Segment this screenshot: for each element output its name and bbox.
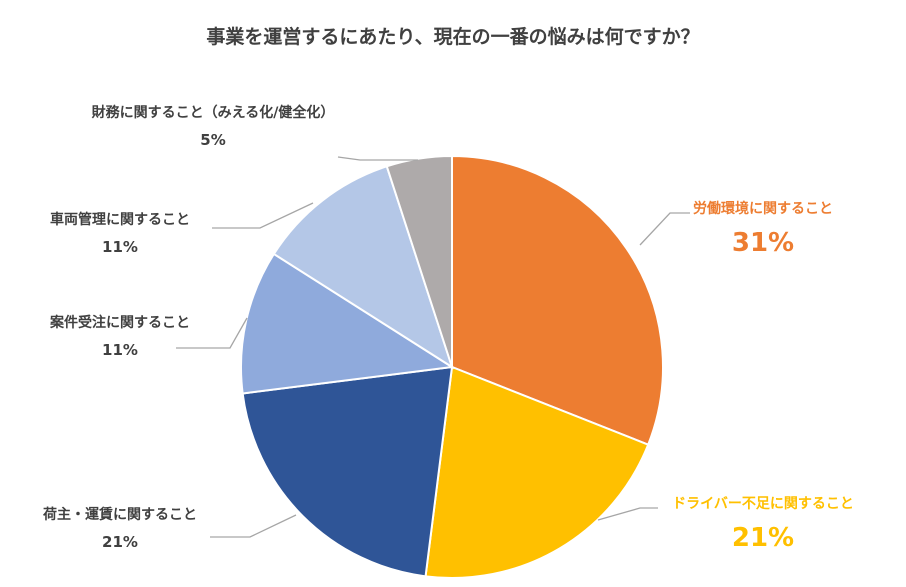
slice-percent-2: 21% — [732, 523, 794, 553]
leader-line-4 — [176, 317, 248, 349]
slice-percent-5: 11% — [102, 238, 138, 256]
data-labels: 労働環境に関すること 31% ドライバー不足に関すること 21% 荷主・運賃に関すること… — [42, 104, 854, 553]
pie-slice-2 — [424, 365, 650, 579]
slice-percent-6: 5% — [200, 131, 225, 149]
pie-slice-3 — [241, 365, 454, 578]
slice-label-1: 労働環境に関すること — [693, 200, 833, 217]
pie-slice-6 — [385, 154, 453, 368]
leader-line-1 — [639, 212, 690, 246]
pie-slice-5 — [272, 165, 454, 370]
pie-slice-4 — [240, 252, 455, 395]
leader-lines — [176, 156, 690, 538]
slice-label-4: 案件受注に関すること — [49, 314, 190, 331]
slice-label-6: 財務に関すること（みえる化/健全化） — [91, 104, 335, 121]
leader-line-5 — [212, 202, 314, 229]
slice-percent-4: 11% — [102, 341, 138, 359]
slice-label-2: ドライバー不足に関すること — [672, 496, 854, 512]
leader-line-3 — [210, 514, 297, 538]
chart-title: 事業を運営するにあたり、現在の一番の悩みは何ですか？ — [206, 25, 699, 48]
slice-percent-3: 21% — [102, 533, 138, 551]
leader-line-6 — [337, 156, 418, 161]
leader-line-2 — [597, 507, 658, 521]
slice-label-3: 荷主・運賃に関すること — [42, 506, 197, 523]
pie-slice-1 — [451, 154, 664, 446]
slice-percent-1: 31% — [732, 228, 794, 258]
slice-label-5: 車両管理に関すること — [50, 211, 190, 228]
pie-slices — [240, 154, 664, 579]
